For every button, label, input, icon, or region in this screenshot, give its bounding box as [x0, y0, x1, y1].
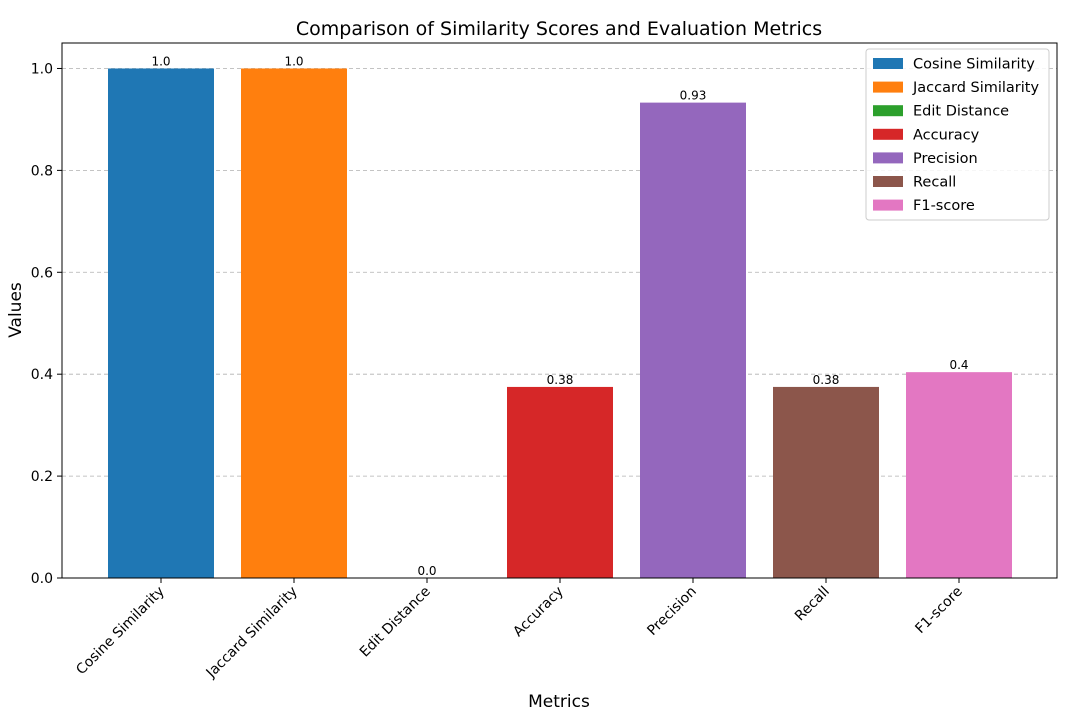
- bar-precision: [640, 102, 746, 578]
- legend-label: F1-score: [913, 198, 975, 214]
- bar-value-label: 1.0: [284, 54, 303, 68]
- bar-recall: [773, 386, 879, 578]
- chart-title: Comparison of Similarity Scores and Eval…: [296, 18, 822, 40]
- legend-swatch: [873, 81, 903, 93]
- legend-label: Edit Distance: [913, 104, 1009, 120]
- legend-label: Precision: [913, 151, 978, 167]
- y-tick-label: 0.4: [31, 367, 53, 383]
- x-tick-label: Jaccard Similarity: [203, 584, 301, 682]
- legend-box: [865, 48, 1050, 221]
- legend-label: Jaccard Similarity: [912, 80, 1039, 96]
- bar-value-label: 0.38: [813, 373, 840, 387]
- bar-accuracy: [507, 386, 613, 578]
- bar-cosine-similarity: [108, 68, 214, 578]
- legend-label: Recall: [913, 175, 956, 191]
- bar-value-labels: 1.0 1.0 0.0 0.38 0.93 0.38 0.4: [151, 54, 968, 578]
- y-tick-label: 0.0: [31, 571, 53, 587]
- bar-f1-score: [906, 372, 1012, 578]
- y-axis-label: Values: [6, 282, 26, 338]
- bar-value-label: 1.0: [151, 54, 170, 68]
- bar-value-label: 0.93: [680, 89, 707, 103]
- legend-swatch: [873, 199, 903, 211]
- x-tick-label: Cosine Similarity: [73, 584, 168, 679]
- y-tick-label: 1.0: [31, 61, 53, 77]
- x-tick-label: Accuracy: [510, 584, 567, 641]
- y-tick-label: 0.2: [31, 469, 53, 485]
- x-axis-ticks: Cosine Similarity Jaccard Similarity Edit …: [73, 578, 966, 682]
- x-tick-label: Edit Distance: [357, 584, 434, 661]
- legend-swatch: [873, 176, 903, 187]
- legend: Cosine Similarity Jaccard Similarity Edit …: [865, 48, 1050, 221]
- x-tick-label: F1-score: [912, 584, 965, 637]
- legend-swatch: [873, 128, 903, 140]
- x-tick-label: Precision: [644, 584, 699, 639]
- bar-value-label: 0.38: [547, 373, 574, 387]
- y-tick-label: 0.6: [31, 265, 53, 281]
- y-tick-label: 0.8: [31, 163, 53, 179]
- legend-swatch: [873, 105, 903, 117]
- bar-jaccard-similarity: [241, 68, 347, 578]
- legend-label: Accuracy: [913, 127, 980, 143]
- legend-label: Cosine Similarity: [913, 57, 1035, 73]
- bars: [108, 68, 1012, 578]
- bar-value-label: 0.4: [949, 358, 968, 372]
- bar-value-label: 0.0: [417, 564, 436, 578]
- legend-swatch: [873, 58, 903, 69]
- x-tick-label: Recall: [792, 584, 833, 625]
- legend-swatch: [873, 152, 903, 164]
- y-axis-ticks: 0.0 0.2 0.4 0.6 0.8 1.0: [31, 61, 62, 587]
- x-axis-label: Metrics: [528, 692, 590, 712]
